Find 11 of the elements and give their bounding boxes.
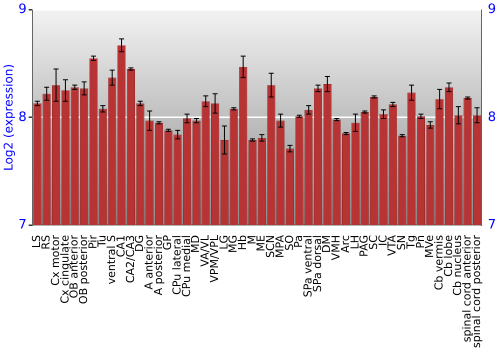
x-tick-label: Tg [404,235,418,250]
x-tick-label: A posterior [152,234,165,296]
y2-tick-label: 9 [488,2,496,18]
x-tick-label: Arc [338,235,352,253]
y-tick-label: 9 [18,2,27,18]
y-tick-label: 7 [18,217,27,232]
y2-tick-label: 7 [488,217,496,232]
x-tick-label: OB posterior [76,234,90,304]
y-tick-label: 8 [18,110,27,125]
y2-tick-label: 8 [488,110,496,125]
y-axis-title: Log2 (expression) [1,64,16,171]
